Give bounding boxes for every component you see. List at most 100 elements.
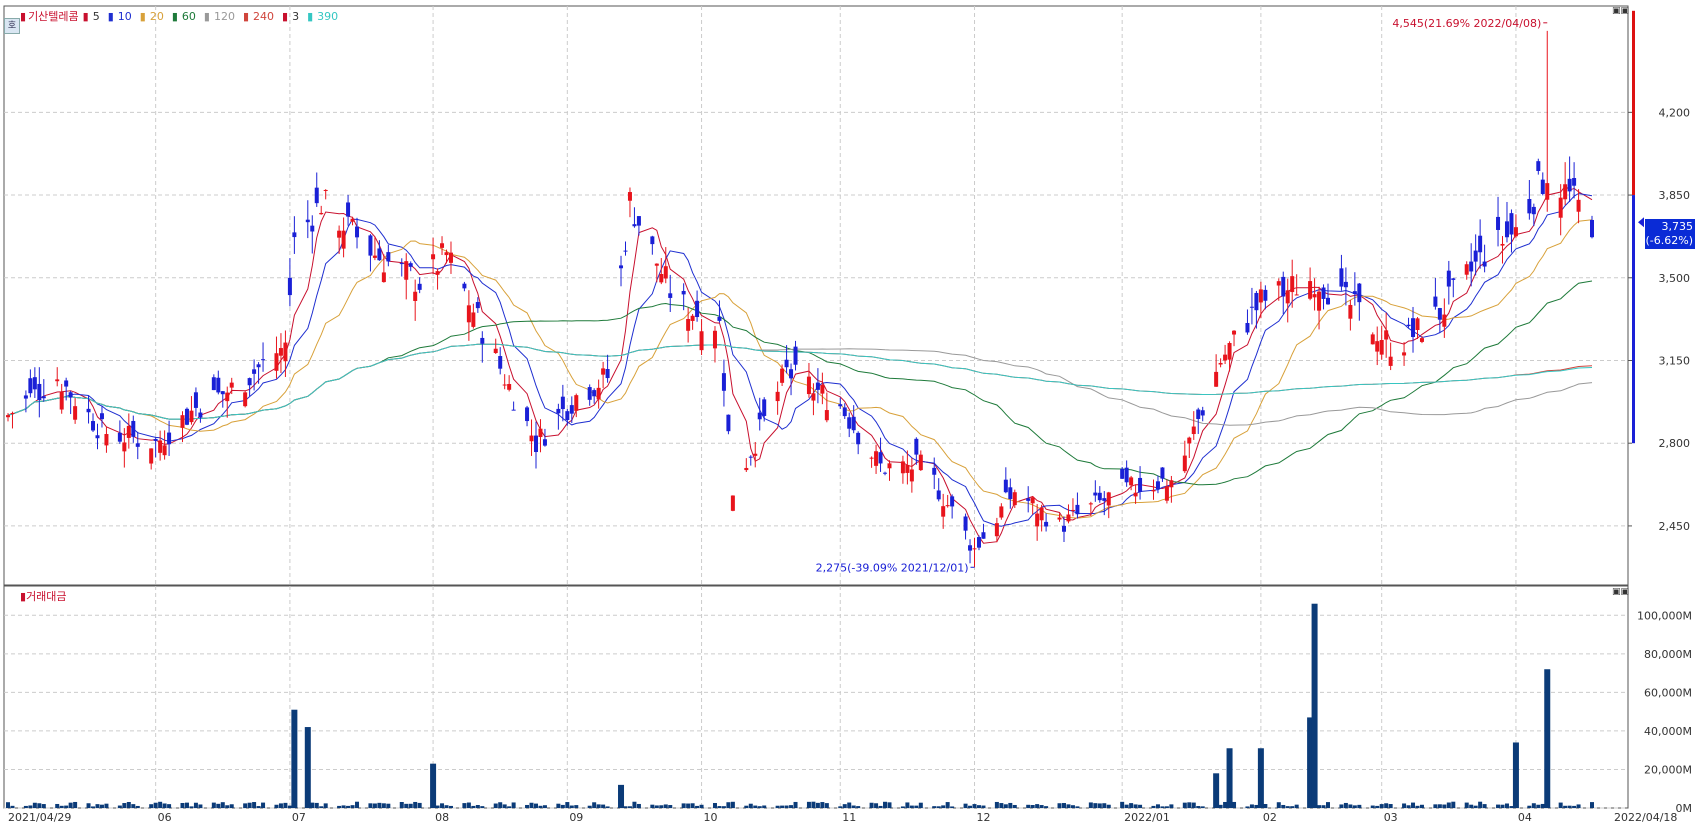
volume-bar xyxy=(1406,805,1411,808)
candle-body xyxy=(149,448,154,464)
candle-body xyxy=(1044,521,1049,527)
price-pane xyxy=(3,5,1629,586)
candle-body xyxy=(243,392,248,407)
candle-body xyxy=(592,390,597,397)
volume-tick-label: 60,000M xyxy=(1644,686,1692,699)
candle-body xyxy=(1066,514,1071,522)
candle-body xyxy=(1567,178,1572,192)
volume-bar xyxy=(1151,805,1156,808)
candle-body xyxy=(596,387,601,400)
volume-bar xyxy=(538,805,543,808)
candle-body xyxy=(1263,289,1268,301)
candle-body xyxy=(377,248,382,261)
volume-bar xyxy=(314,802,319,808)
candle-body xyxy=(198,412,203,418)
candle-body xyxy=(1411,318,1416,338)
volume-bar xyxy=(211,802,216,808)
volume-bar xyxy=(126,801,131,808)
volume-bar xyxy=(162,803,167,808)
volume-bar xyxy=(632,801,637,808)
legend-ma-240: ▮ 240 xyxy=(242,10,275,23)
candle-body xyxy=(86,408,91,413)
low-annotation: 2,275(-39.09% 2021/12/01) xyxy=(816,561,969,574)
volume-bar xyxy=(668,805,673,808)
volume-bar xyxy=(1464,802,1469,808)
candle-body xyxy=(283,342,288,362)
volume-bar xyxy=(605,806,610,808)
candle-body xyxy=(695,300,700,318)
volume-bar xyxy=(945,802,950,808)
volume-bar xyxy=(444,805,449,808)
volume-bar xyxy=(1352,805,1357,808)
volume-bar xyxy=(448,805,453,808)
volume-bar xyxy=(1044,806,1049,808)
current-price-value: 3,735 xyxy=(1661,220,1694,233)
candle-body xyxy=(690,315,695,321)
x-tick-label: 07 xyxy=(292,811,306,824)
candle-body xyxy=(1348,304,1353,319)
volume-bar xyxy=(198,804,203,808)
candle-body xyxy=(1536,161,1541,171)
window-controls-icon[interactable]: ▣▣ xyxy=(1612,6,1630,16)
volume-bar xyxy=(1473,805,1478,808)
volume-bar xyxy=(462,803,467,808)
volume-bar xyxy=(999,803,1004,808)
volume-bar xyxy=(1057,803,1062,808)
volume-bar xyxy=(627,806,632,808)
candle-body xyxy=(323,189,328,191)
candle-body xyxy=(878,452,883,464)
candle-body xyxy=(918,454,923,471)
volume-bar xyxy=(851,805,856,808)
volume-bar xyxy=(1415,805,1420,808)
candle-body xyxy=(1357,283,1362,303)
volume-bar xyxy=(936,806,941,808)
volume-bar xyxy=(775,805,780,808)
volume-bar xyxy=(64,805,69,808)
candle-body xyxy=(256,364,261,368)
candle-body xyxy=(399,263,404,265)
volume-bar xyxy=(1012,804,1017,808)
volume-bar xyxy=(1035,804,1040,808)
candle-body xyxy=(1478,235,1483,253)
candle-body xyxy=(413,291,418,301)
candle-body xyxy=(1106,492,1111,506)
x-tick-label: 06 xyxy=(158,811,172,824)
candle-body xyxy=(1388,356,1393,366)
volume-legend: ▮거래대금 xyxy=(20,590,67,603)
candle-body xyxy=(1276,281,1281,286)
volume-bar xyxy=(122,803,127,808)
candle-body xyxy=(650,236,655,245)
candle-body xyxy=(1088,503,1093,505)
candle-body xyxy=(842,407,847,417)
volume-bar xyxy=(900,806,905,808)
volume-tick-label: 40,000M xyxy=(1644,725,1692,738)
candle-body xyxy=(1326,297,1330,305)
volume-bar xyxy=(346,805,351,808)
candle-body xyxy=(529,435,534,442)
candle-body xyxy=(712,330,717,349)
volume-bar xyxy=(1343,802,1348,808)
candle-body xyxy=(869,457,874,459)
volume-window-controls-icon[interactable]: ▣▣ xyxy=(1612,587,1630,597)
volume-bar xyxy=(1509,806,1514,808)
volume-bar xyxy=(1075,806,1080,808)
volume-bar xyxy=(1093,803,1098,808)
volume-bar xyxy=(963,803,968,808)
candle-body xyxy=(560,396,565,410)
candle-body xyxy=(252,369,257,374)
candle-body xyxy=(806,376,811,395)
candle-body xyxy=(1504,221,1509,238)
candle-body xyxy=(314,187,319,204)
volume-bar xyxy=(1008,802,1013,808)
hangul-toggle-icon[interactable]: 호 xyxy=(4,18,20,34)
candle-body xyxy=(914,438,919,455)
volume-bar xyxy=(887,802,892,808)
volume-bar xyxy=(319,806,324,808)
candle-body xyxy=(1308,281,1313,299)
candle-body xyxy=(1464,264,1469,275)
volume-bar xyxy=(994,801,999,808)
volume-tick-label: 100,000M xyxy=(1637,609,1692,622)
volume-bar xyxy=(1433,804,1438,808)
legend-ma-5: ▮ 5 xyxy=(82,10,100,23)
